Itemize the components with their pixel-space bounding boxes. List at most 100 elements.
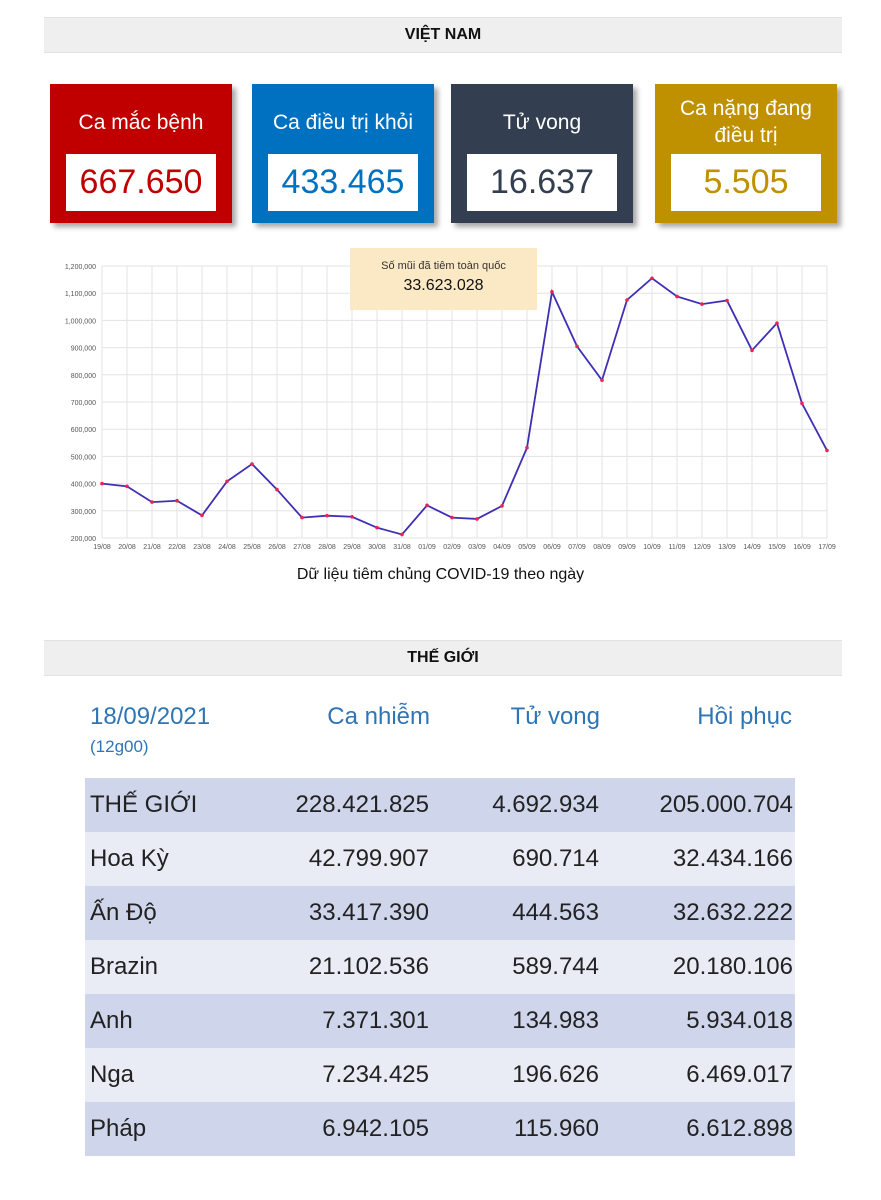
data-point <box>575 344 579 349</box>
deaths-value: 16.637 <box>467 154 617 211</box>
country-cases: 33.417.390 <box>308 899 429 926</box>
x-tick-label: 11/09 <box>669 544 686 551</box>
data-point <box>150 500 154 504</box>
data-point <box>550 290 554 294</box>
data-point <box>300 515 304 520</box>
severe-label: Ca nặng đang điều trị <box>680 97 812 147</box>
x-tick-label: 09/09 <box>618 544 636 551</box>
y-tick-label: 300,000 <box>71 509 96 516</box>
country-name: Brazin <box>90 953 159 980</box>
column-header-cases: Ca nhiễm <box>327 703 430 730</box>
x-tick-label: 20/08 <box>118 544 136 551</box>
country-recovered: 32.632.222 <box>672 899 793 926</box>
data-point <box>775 321 779 325</box>
country-deaths: 4.692.934 <box>492 791 599 818</box>
column-header-deaths: Tử vong <box>510 703 600 730</box>
table-row: Nga 7.234.425 196.626 6.469.017 <box>85 1048 795 1102</box>
table-row: Anh 7.371.301 134.983 5.934.018 <box>85 994 795 1048</box>
table-row: Ấn Độ 33.417.390 444.563 32.632.222 <box>85 886 795 940</box>
data-point <box>100 481 104 486</box>
data-point <box>800 401 804 406</box>
country-recovered: 6.612.898 <box>686 1115 793 1142</box>
x-tick-label: 05/09 <box>518 544 536 551</box>
y-tick-label: 1,200,000 <box>65 264 96 271</box>
country-cases: 42.799.907 <box>308 845 429 872</box>
x-tick-label: 24/08 <box>218 544 236 551</box>
y-tick-label: 1,000,000 <box>65 318 96 325</box>
table-date: 18/09/2021 <box>90 703 211 730</box>
table-row: Pháp 6.942.105 115.960 6.612.898 <box>85 1102 795 1156</box>
x-tick-label: 27/08 <box>293 544 311 551</box>
y-tick-label: 1,100,000 <box>65 291 96 298</box>
data-point <box>250 462 254 466</box>
y-tick-label: 500,000 <box>71 454 96 461</box>
data-point <box>200 513 204 518</box>
x-tick-label: 08/09 <box>593 544 611 551</box>
series-line <box>101 277 828 536</box>
world-section-title: THẾ GIỚI <box>44 640 842 676</box>
country-recovered: 20.180.106 <box>672 953 793 980</box>
recovered-value: 433.465 <box>268 154 418 211</box>
x-tick-label: 28/08 <box>318 544 336 551</box>
data-point <box>425 503 429 508</box>
total-doses-tooltip: Số mũi đã tiêm toàn quốc 33.623.028 <box>350 248 537 310</box>
table-row: THẾ GIỚI 228.421.825 4.692.934 205.000.7… <box>85 778 795 832</box>
country-deaths: 690.714 <box>512 845 599 872</box>
data-point <box>375 525 379 530</box>
country-deaths: 134.983 <box>512 1007 599 1034</box>
y-tick-label: 200,000 <box>71 536 96 543</box>
country-name: Pháp <box>90 1115 147 1142</box>
country-deaths: 444.563 <box>512 899 599 926</box>
x-tick-label: 14/09 <box>743 544 761 551</box>
x-tick-label: 01/09 <box>418 544 436 551</box>
x-tick-label: 10/09 <box>643 544 661 551</box>
country-deaths: 589.744 <box>512 953 599 980</box>
country-recovered: 205.000.704 <box>659 791 793 818</box>
data-point <box>525 445 529 450</box>
country-cases: 21.102.536 <box>308 953 429 980</box>
y-tick-label: 900,000 <box>71 346 96 353</box>
country-name: Hoa Kỳ <box>90 845 169 872</box>
data-point <box>450 515 454 520</box>
chart-caption: Dữ liệu tiêm chủng COVID-19 theo ngày <box>296 566 585 583</box>
data-point <box>275 487 279 492</box>
recovered-card: Ca điều trị khỏi 433.465 <box>252 84 434 223</box>
table-row: Brazin 21.102.536 589.744 20.180.106 <box>85 940 795 994</box>
vaccination-line-chart: 200,000 300,000 400,000 500,000 600,000 700,0… <box>65 264 836 551</box>
deaths-card: Tử vong 16.637 <box>451 84 633 223</box>
x-tick-label: 07/09 <box>568 544 586 551</box>
vietnam-section-title: VIỆT NAM <box>44 17 842 53</box>
x-tick-label: 31/08 <box>393 544 411 551</box>
y-axis-ticks: 200,000 300,000 400,000 500,000 600,000 700,0… <box>65 264 96 543</box>
x-tick-label: 02/09 <box>443 544 461 551</box>
data-point <box>600 378 604 383</box>
data-point <box>175 498 179 503</box>
data-point <box>225 479 229 484</box>
x-tick-label: 22/08 <box>168 544 186 551</box>
x-tick-label: 12/09 <box>693 544 711 551</box>
x-tick-label: 23/08 <box>193 544 211 551</box>
data-point <box>675 294 679 299</box>
country-name: Ấn Độ <box>90 899 157 926</box>
country-cases: 228.421.825 <box>295 791 429 818</box>
x-tick-label: 30/08 <box>368 544 386 551</box>
data-point <box>125 484 129 489</box>
country-name: Anh <box>90 1007 133 1034</box>
x-tick-label: 29/08 <box>343 544 361 551</box>
x-tick-label: 19/08 <box>93 544 111 551</box>
country-name: Nga <box>90 1061 135 1088</box>
column-header-recovered: Hồi phục <box>697 703 792 730</box>
cases-card: Ca mắc bệnh 667.650 <box>50 84 232 223</box>
chart-grid <box>101 265 828 539</box>
country-cases: 7.371.301 <box>322 1007 429 1034</box>
x-tick-label: 17/09 <box>818 544 836 551</box>
country-cases: 7.234.425 <box>322 1061 429 1088</box>
x-tick-label: 16/09 <box>793 544 811 551</box>
data-point <box>325 513 329 518</box>
y-tick-label: 600,000 <box>71 427 96 434</box>
country-recovered: 5.934.018 <box>686 1007 793 1034</box>
country-recovered: 32.434.166 <box>672 845 793 872</box>
x-tick-label: 21/08 <box>143 544 161 551</box>
severe-value: 5.505 <box>671 154 821 211</box>
x-tick-label: 25/08 <box>243 544 261 551</box>
